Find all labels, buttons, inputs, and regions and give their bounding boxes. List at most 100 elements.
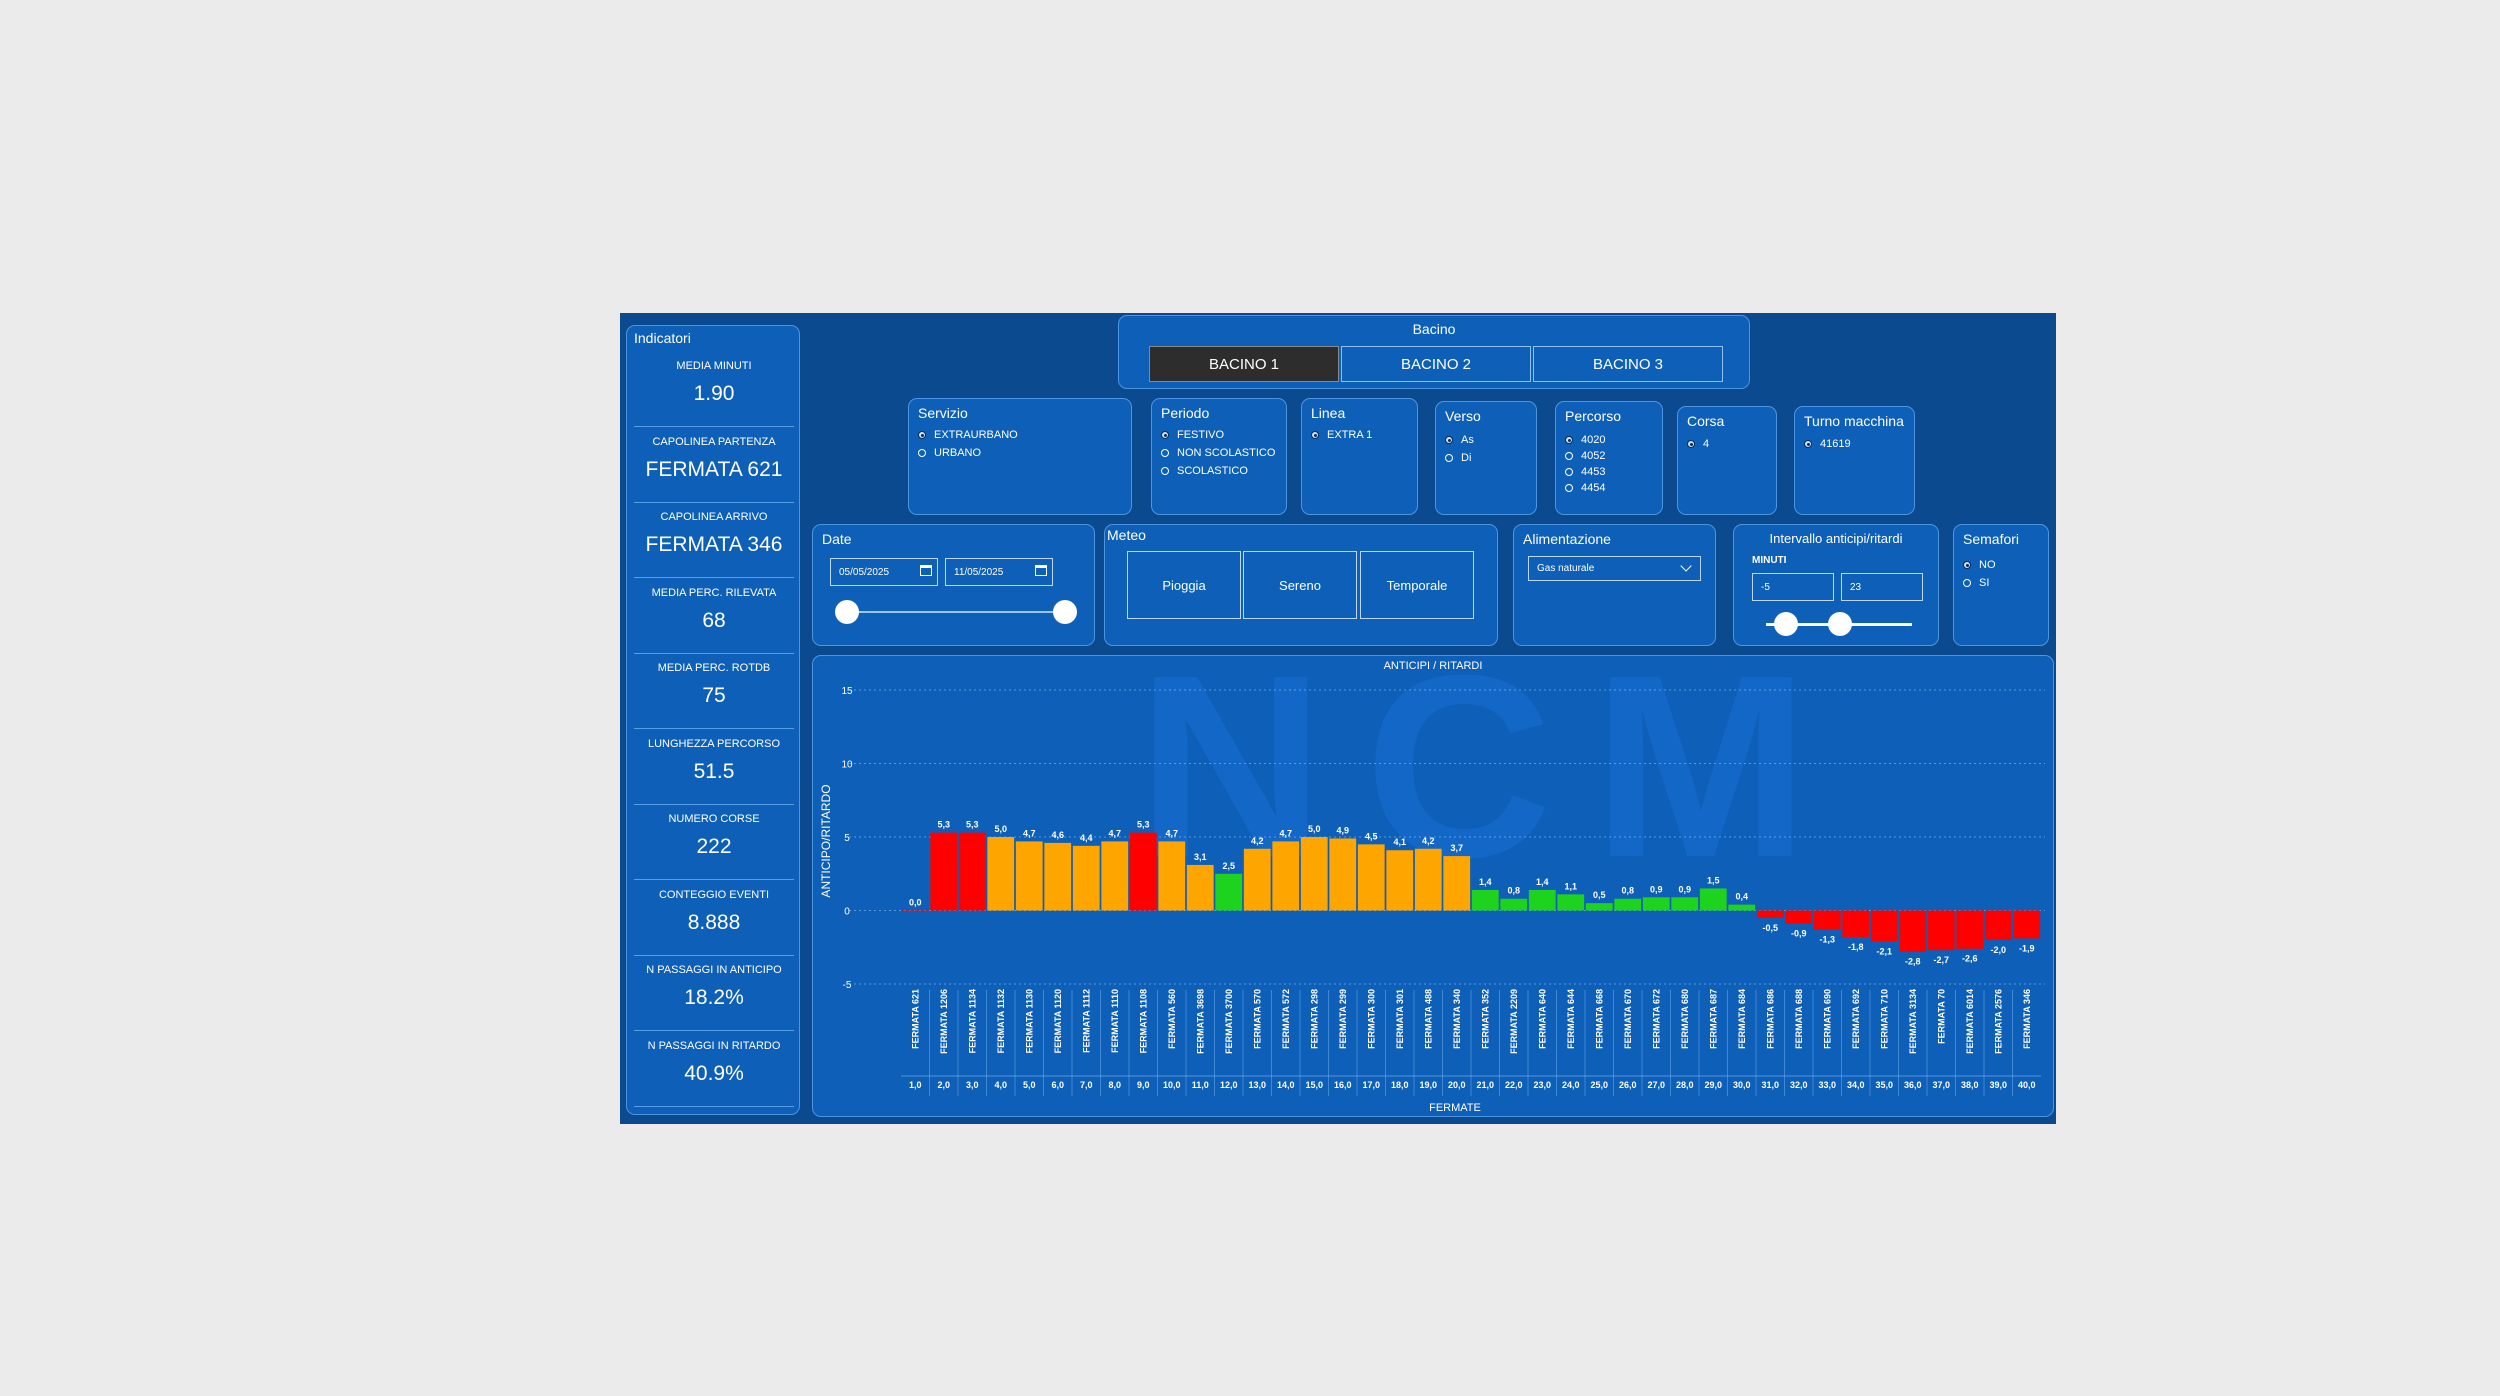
intervallo-max-input[interactable]: 23 <box>1841 573 1923 601</box>
chart-data-label: 0,8 <box>1507 886 1520 896</box>
alimentazione-select[interactable]: Gas naturale <box>1528 556 1701 581</box>
chart-bar[interactable] <box>1984 910 2012 940</box>
chart-bar[interactable] <box>1756 910 1784 918</box>
servizio-option-extraurbano[interactable]: EXTRAURBANO <box>918 429 1018 441</box>
chart-data-label: 0,5 <box>1593 890 1606 900</box>
periodo-option-festivo[interactable]: FESTIVO <box>1161 429 1224 441</box>
chart-bar[interactable] <box>901 910 929 912</box>
chart-bar[interactable] <box>1471 889 1499 911</box>
chart-bar[interactable] <box>1215 873 1243 911</box>
chart-bar[interactable] <box>1785 910 1813 924</box>
chart-bar[interactable] <box>1500 898 1528 911</box>
intervallo-unit-label: MINUTI <box>1752 555 1787 566</box>
periodo-option-non-scolastico[interactable]: NON SCOLASTICO <box>1161 447 1275 459</box>
date-start-input[interactable]: 05/05/2025 <box>830 558 938 586</box>
periodo-option-scolastico[interactable]: SCOLASTICO <box>1161 465 1248 477</box>
chart-y-tick-label: -5 <box>843 980 852 991</box>
date-end-input[interactable]: 11/05/2025 <box>945 558 1053 586</box>
chart-data-label: 4,7 <box>1108 828 1121 838</box>
indicators-panel: Indicatori MEDIA MINUTI 1.90 CAPOLINEA PAR… <box>626 325 800 1115</box>
corsa-panel: Corsa 4 <box>1677 406 1777 515</box>
chart-bar[interactable] <box>1101 841 1129 911</box>
calendar-icon[interactable] <box>1035 565 1047 576</box>
percorso-option-4453[interactable]: 4453 <box>1565 466 1605 478</box>
chart-bar[interactable] <box>1443 856 1471 911</box>
verso-option-as[interactable]: As <box>1445 434 1474 446</box>
date-slider-track[interactable] <box>847 611 1067 613</box>
chart-bar[interactable] <box>1557 894 1585 911</box>
indicator-value: 68 <box>702 608 726 632</box>
chart-bar[interactable] <box>1813 910 1841 930</box>
calendar-icon[interactable] <box>920 565 932 576</box>
chart-bar[interactable] <box>1158 841 1186 911</box>
semafori-option-si[interactable]: SI <box>1963 577 1989 589</box>
chart-bar[interactable] <box>1129 832 1157 911</box>
chart-x-tick-label: FERMATA 3700 <box>1224 989 1234 1054</box>
chart-x-tick-label: FERMATA 2209 <box>1509 989 1519 1054</box>
date-slider-end-handle[interactable] <box>1053 600 1077 624</box>
chart-x-tick-label: FERMATA 1120 <box>1053 989 1063 1053</box>
chart-bar[interactable] <box>1386 850 1414 911</box>
chart-x-tick-label: FERMATA 3134 <box>1908 989 1918 1054</box>
chart-bar[interactable] <box>1072 845 1100 911</box>
radio-selected-icon <box>1311 431 1319 439</box>
chart-x-tick-label: FERMATA 560 <box>1167 989 1177 1049</box>
chart-bar[interactable] <box>1243 848 1271 911</box>
radio-selected-icon <box>1161 431 1169 439</box>
chart-bar[interactable] <box>1642 897 1670 911</box>
chart-bar[interactable] <box>1329 838 1357 911</box>
linea-panel: Linea EXTRA 1 <box>1301 398 1418 515</box>
bacino-1-button[interactable]: BACINO 1 <box>1149 346 1339 382</box>
percorso-option-4052[interactable]: 4052 <box>1565 450 1605 462</box>
chart-bar[interactable] <box>1699 888 1727 911</box>
date-slider-start-handle[interactable] <box>835 600 859 624</box>
indicator-label: MEDIA MINUTI <box>676 360 752 372</box>
verso-option-di[interactable]: Di <box>1445 452 1471 464</box>
percorso-option-4020[interactable]: 4020 <box>1565 434 1605 446</box>
meteo-temporale-button[interactable]: Temporale <box>1360 551 1474 619</box>
intervallo-slider-min-handle[interactable] <box>1774 612 1798 636</box>
chart-bar[interactable] <box>1956 910 1984 949</box>
chart-x-position-label: 18,0 <box>1391 1080 1409 1090</box>
chart-bar[interactable] <box>1300 837 1328 911</box>
chart-bar[interactable] <box>1528 889 1556 911</box>
chart-bar[interactable] <box>1585 903 1613 911</box>
chart-bar[interactable] <box>1357 844 1385 911</box>
meteo-sereno-button[interactable]: Sereno <box>1243 551 1357 619</box>
chart-bar[interactable] <box>1015 841 1043 911</box>
meteo-pioggia-button[interactable]: Pioggia <box>1127 551 1241 619</box>
chart-bar[interactable] <box>1899 910 1927 952</box>
bacino-2-button[interactable]: BACINO 2 <box>1341 346 1531 382</box>
chart-bar[interactable] <box>2013 910 2041 939</box>
indicator-card: CAPOLINEA ARRIVO FERMATA 346 <box>634 505 794 578</box>
servizio-option-urbano[interactable]: URBANO <box>918 447 981 459</box>
chart-data-label: 2,5 <box>1222 861 1235 871</box>
chart-bar[interactable] <box>1927 910 1955 951</box>
chart-data-label: 4,7 <box>1023 828 1036 838</box>
chart-bar[interactable] <box>958 832 986 911</box>
radio-selected-icon <box>1963 561 1971 569</box>
semafori-option-no[interactable]: NO <box>1963 559 1996 571</box>
chart-bar[interactable] <box>1414 848 1442 911</box>
percorso-option-4454[interactable]: 4454 <box>1565 482 1605 494</box>
chart-bar[interactable] <box>1870 910 1898 942</box>
corsa-option-4[interactable]: 4 <box>1687 438 1709 450</box>
chart-bar[interactable] <box>1614 898 1642 911</box>
chart-bar[interactable] <box>1186 864 1214 911</box>
chart-x-position-label: 34,0 <box>1847 1080 1865 1090</box>
chart-bar[interactable] <box>930 832 958 911</box>
chart-data-label: 1,4 <box>1479 877 1492 887</box>
chart-bar[interactable] <box>1272 841 1300 911</box>
chart-bar[interactable] <box>1044 842 1072 911</box>
intervallo-slider-max-handle[interactable] <box>1828 612 1852 636</box>
indicator-label: MEDIA PERC. ROTDB <box>657 662 771 674</box>
chart-bar[interactable] <box>1671 897 1699 911</box>
chart-bar[interactable] <box>1728 904 1756 911</box>
chart-x-tick-label: FERMATA 668 <box>1594 989 1604 1049</box>
intervallo-min-input[interactable]: -5 <box>1752 573 1834 601</box>
chart-bar[interactable] <box>987 837 1015 911</box>
turno-option-41619[interactable]: 41619 <box>1804 438 1851 450</box>
bacino-3-button[interactable]: BACINO 3 <box>1533 346 1723 382</box>
linea-option-extra-1[interactable]: EXTRA 1 <box>1311 429 1372 441</box>
chart-bar[interactable] <box>1842 910 1870 937</box>
